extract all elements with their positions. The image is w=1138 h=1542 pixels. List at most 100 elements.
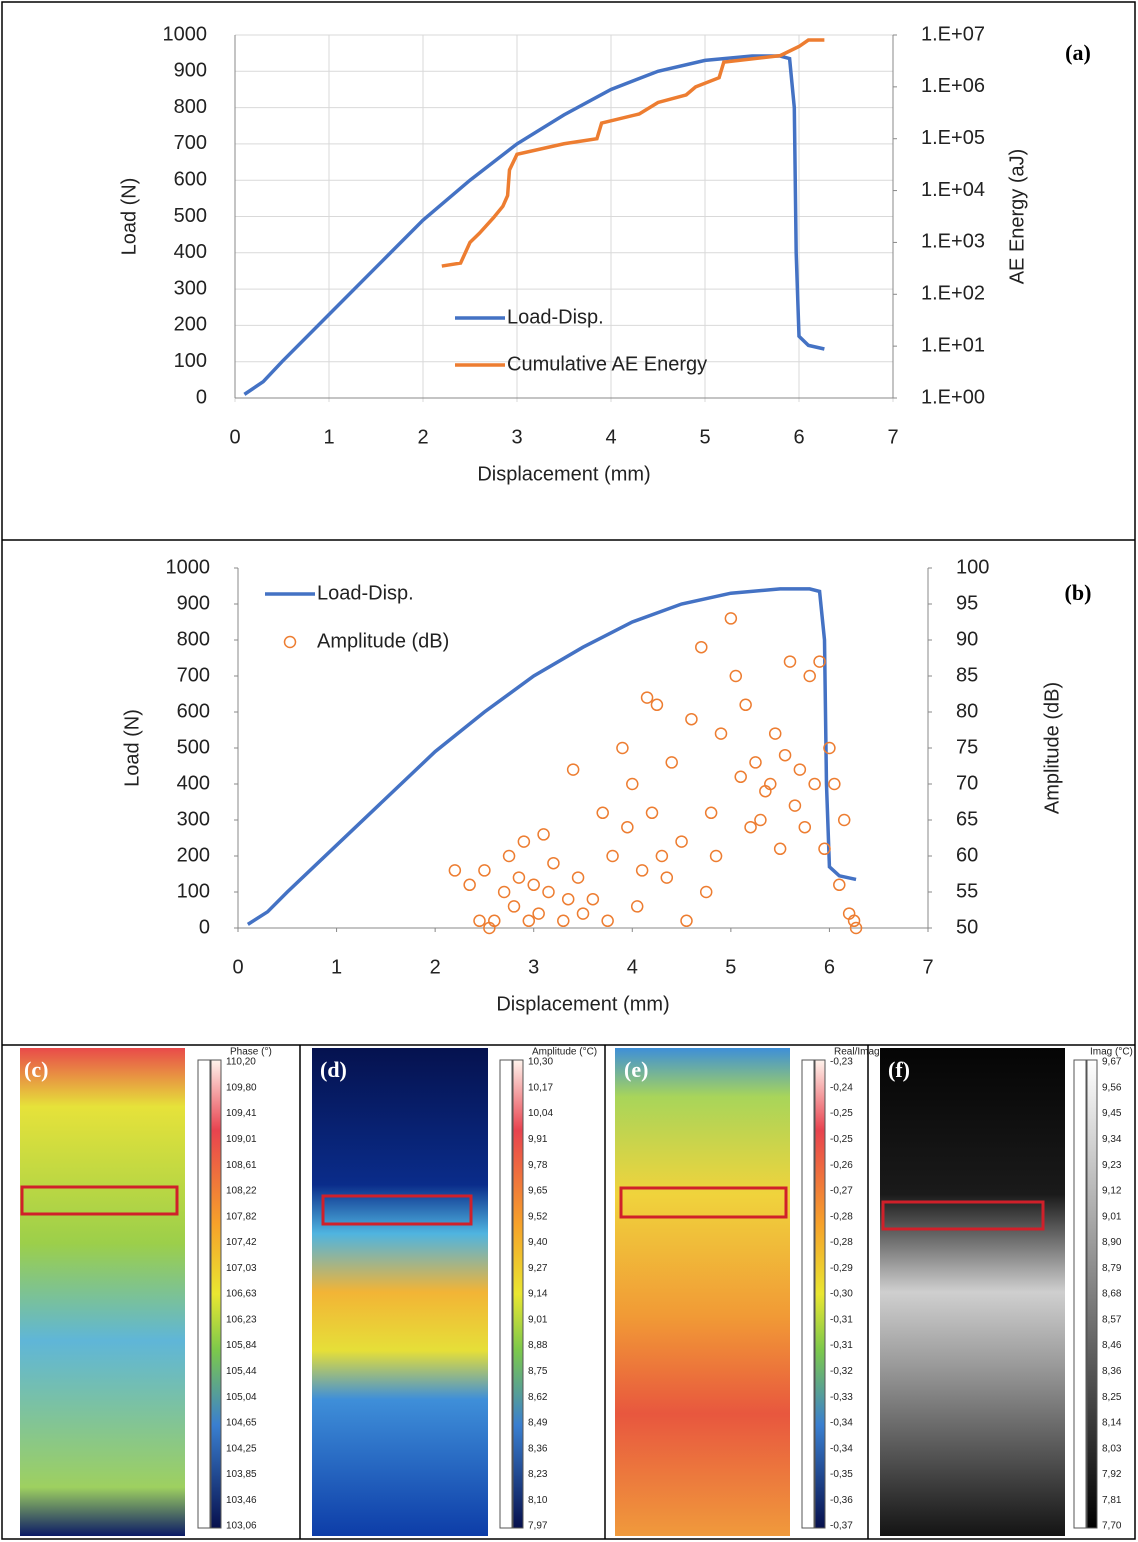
scatter-point bbox=[512, 871, 526, 884]
scatter-point bbox=[463, 878, 476, 892]
scatter-point bbox=[640, 691, 654, 704]
y-tick-label: 0 bbox=[196, 386, 207, 408]
colorbar-label: 106,63 bbox=[226, 1289, 257, 1300]
y-tick-label: 700 bbox=[177, 664, 210, 686]
x-tick-label: 4 bbox=[605, 426, 616, 448]
scatter-point bbox=[798, 820, 812, 834]
colorbar-label: 9,27 bbox=[528, 1263, 548, 1274]
scatter-point bbox=[586, 892, 600, 906]
y2-axis-title: AE Energy (aJ) bbox=[1006, 149, 1028, 285]
y-tick-label: 100 bbox=[177, 880, 210, 902]
x-tick-label: 1 bbox=[331, 956, 342, 978]
y-tick-label: 0 bbox=[199, 916, 210, 938]
scatter-point bbox=[606, 849, 619, 863]
colorbar-label: -0,33 bbox=[830, 1392, 853, 1403]
colorbar-label: 8,14 bbox=[1102, 1418, 1122, 1429]
legend-label: Cumulative AE Energy bbox=[507, 353, 707, 375]
scatter-point bbox=[813, 655, 826, 668]
scatter-point bbox=[650, 698, 664, 712]
scatter-point bbox=[778, 748, 792, 762]
x-tick-label: 3 bbox=[511, 426, 522, 448]
y2-tick-label: 60 bbox=[956, 844, 978, 866]
x-tick-label: 1 bbox=[323, 426, 334, 448]
colorbar-label: 110,20 bbox=[226, 1057, 256, 1068]
y-tick-label: 500 bbox=[174, 205, 207, 227]
scatter-point bbox=[576, 907, 590, 920]
y2-tick-label: 1.E+01 bbox=[921, 334, 985, 356]
scatter-point bbox=[803, 669, 816, 683]
y-axis-title: Load (N) bbox=[121, 709, 143, 787]
colorbar-label: 8,10 bbox=[528, 1495, 548, 1506]
scatter-point bbox=[704, 806, 718, 820]
y2-tick-label: 1.E+00 bbox=[921, 386, 985, 408]
colorbar-label: 7,97 bbox=[528, 1521, 548, 1532]
panel-label: (d) bbox=[320, 1057, 347, 1082]
y-tick-label: 300 bbox=[174, 277, 207, 299]
colorbar-label: -0,25 bbox=[830, 1134, 853, 1145]
y2-tick-label: 100 bbox=[956, 556, 989, 578]
scatter-point bbox=[616, 741, 629, 755]
scatter-point bbox=[823, 741, 836, 755]
y2-tick-label: 1.E+06 bbox=[921, 75, 985, 97]
colorbar-label: -0,24 bbox=[830, 1082, 853, 1093]
scatter-point bbox=[729, 669, 743, 683]
scatter-point bbox=[566, 763, 580, 776]
y2-tick-label: 1.E+04 bbox=[921, 179, 985, 201]
y2-tick-label: 75 bbox=[956, 736, 978, 758]
scatter-point bbox=[709, 849, 723, 863]
colorbar-label: 8,62 bbox=[528, 1392, 548, 1403]
colorbar-label: -0,26 bbox=[830, 1160, 853, 1171]
colorbar-label: 9,91 bbox=[528, 1134, 548, 1145]
y2-axis-title: Amplitude (dB) bbox=[1041, 682, 1063, 814]
colorbar-label: -0,32 bbox=[830, 1366, 853, 1377]
scatter-point bbox=[847, 914, 861, 928]
colorbar-label: 9,01 bbox=[1102, 1211, 1122, 1222]
y-tick-label: 200 bbox=[174, 314, 207, 336]
y-tick-label: 800 bbox=[174, 96, 207, 118]
colorbar-label: -0,36 bbox=[830, 1495, 853, 1506]
scatter-point bbox=[522, 914, 536, 928]
colorbar-label: -0,37 bbox=[830, 1521, 853, 1532]
y2-tick-label: 85 bbox=[956, 664, 978, 686]
x-tick-label: 3 bbox=[528, 956, 539, 978]
scatter-point bbox=[542, 885, 555, 899]
y2-tick-label: 65 bbox=[956, 808, 978, 830]
scatter-point bbox=[773, 842, 787, 856]
scatter-point bbox=[828, 777, 841, 791]
colorbar-label: 9,23 bbox=[1102, 1160, 1122, 1171]
colorbar-label: -0,25 bbox=[830, 1108, 853, 1119]
colorbar-label: 8,36 bbox=[1102, 1366, 1122, 1377]
colorbar-label: 9,67 bbox=[1102, 1057, 1122, 1068]
y-tick-label: 600 bbox=[174, 168, 207, 190]
scatter-point bbox=[788, 799, 802, 812]
scatter-point bbox=[507, 900, 521, 913]
y-tick-label: 200 bbox=[177, 844, 210, 866]
colorbar-label: 9,65 bbox=[528, 1186, 548, 1197]
y-tick-label: 1000 bbox=[163, 23, 208, 45]
colorbar-label: 9,52 bbox=[528, 1211, 548, 1222]
x-tick-label: 7 bbox=[887, 426, 898, 448]
scatter-point bbox=[783, 655, 797, 668]
scatter-point bbox=[626, 777, 639, 791]
colorbar-label: -0,29 bbox=[830, 1263, 853, 1274]
scatter-point bbox=[655, 849, 669, 863]
x-tick-label: 2 bbox=[430, 956, 441, 978]
scatter-point bbox=[744, 820, 757, 834]
scatter-point bbox=[621, 820, 634, 834]
colorbar-title: Phase (°) bbox=[230, 1047, 272, 1058]
scatter-point bbox=[571, 871, 585, 884]
scatter-point bbox=[808, 777, 821, 791]
legend-marker bbox=[283, 635, 297, 649]
line-series bbox=[243, 54, 825, 396]
colorbar-label: -0,31 bbox=[830, 1314, 853, 1325]
colorbar-label: 108,61 bbox=[226, 1160, 257, 1171]
colorbar-label: 104,25 bbox=[226, 1443, 257, 1454]
y-axis-title: Load (N) bbox=[118, 178, 140, 256]
scatter-point bbox=[699, 885, 713, 899]
colorbar-label: 103,46 bbox=[226, 1495, 257, 1506]
x-tick-label: 6 bbox=[824, 956, 835, 978]
y2-tick-label: 80 bbox=[956, 700, 978, 722]
line-series bbox=[441, 38, 825, 268]
scatter-point bbox=[557, 914, 570, 928]
colorbar-label: 105,84 bbox=[226, 1340, 257, 1351]
